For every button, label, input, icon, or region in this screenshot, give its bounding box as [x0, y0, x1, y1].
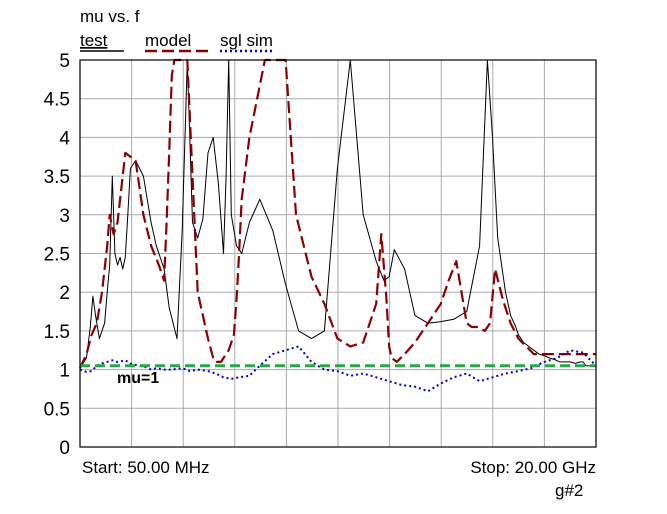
y-tick-label: 2 — [59, 283, 70, 304]
y-tick-label: 3.5 — [44, 167, 70, 188]
y-tick-label: 4 — [59, 128, 70, 149]
legend-entry-model: model — [145, 31, 191, 50]
y-tick-label: 1.5 — [44, 322, 70, 343]
series-line-sgl-sim — [79, 345, 597, 393]
mu-one-label: mu=1 — [117, 370, 159, 387]
plot-id-label: g#2 — [555, 481, 583, 500]
plot-frame — [79, 59, 597, 448]
y-tick-label: 1 — [59, 361, 70, 382]
series-line-model — [79, 58, 596, 369]
series-layer — [79, 58, 597, 393]
y-tick-label: 0 — [59, 438, 70, 459]
y-tick-label: 0.5 — [44, 399, 70, 420]
legend-entry-test: test — [80, 31, 108, 50]
series-line-test — [79, 59, 596, 369]
legend-entry-sgl-sim: sgl sim — [220, 31, 273, 50]
legend: test model sgl sim — [80, 31, 275, 53]
start-frequency-label: Start: 50.00 MHz — [82, 458, 210, 477]
grid — [80, 60, 596, 447]
y-tick-label: 3 — [59, 206, 70, 227]
chart-title: mu vs. f — [80, 7, 140, 26]
y-tick-label: 4.5 — [44, 90, 70, 111]
y-axis-ticks: 0 0.5 1 1.5 2 2.5 3 3.5 4 4.5 5 — [44, 51, 71, 459]
y-tick-label: 2.5 — [44, 245, 70, 266]
stop-frequency-label: Stop: 20.00 GHz — [470, 458, 596, 477]
y-tick-label: 5 — [59, 51, 70, 72]
